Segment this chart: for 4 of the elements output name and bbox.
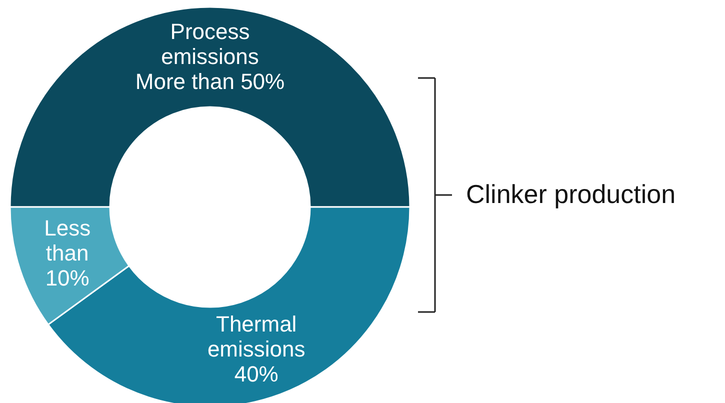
slice-label: Process emissions More than 50% — [135, 19, 285, 94]
text: Clinker production — [466, 179, 676, 209]
slice-label: Thermal emissions 40% — [207, 312, 306, 387]
slice-label: Less than 10% — [44, 215, 91, 290]
